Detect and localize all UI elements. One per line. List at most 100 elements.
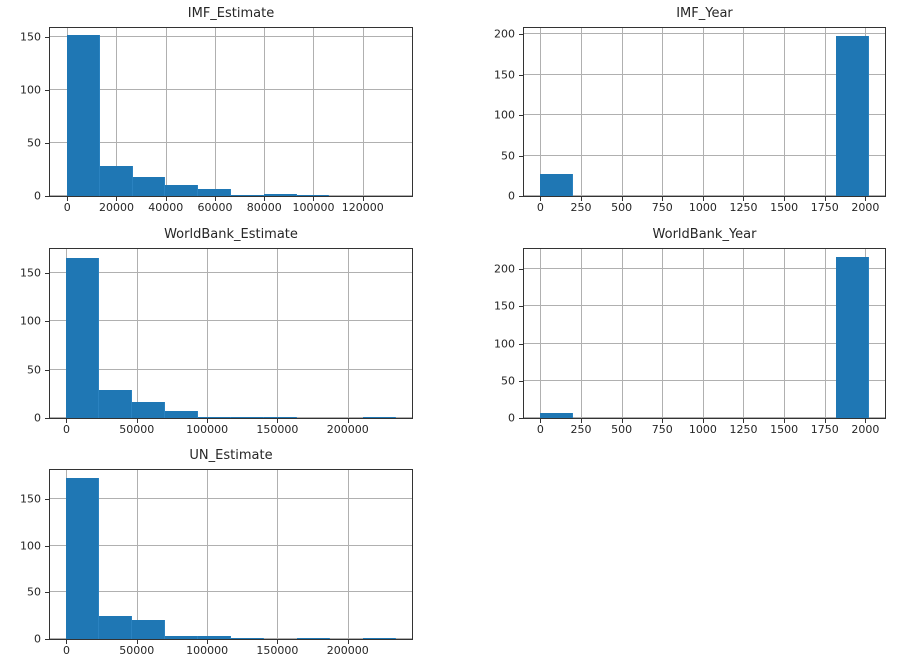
- histogram-bar: [231, 638, 264, 639]
- y-tick-label: 100: [20, 83, 41, 97]
- chart-title: IMF_Estimate: [187, 6, 275, 21]
- x-tick-label: 0: [536, 423, 544, 436]
- gridline-vertical: [702, 28, 704, 196]
- y-tick-mark: [45, 273, 49, 275]
- x-tick-mark: [277, 419, 279, 423]
- histogram-bar: [296, 638, 330, 639]
- gridline-vertical: [784, 249, 786, 418]
- y-tick-mark: [519, 380, 523, 382]
- gridline-vertical: [136, 470, 138, 639]
- y-tick-label: 200: [494, 27, 515, 41]
- gridline-horizontal: [524, 33, 885, 35]
- y-tick-label: 150: [494, 68, 515, 82]
- x-tick-mark: [347, 640, 349, 644]
- gridline-vertical: [662, 249, 664, 418]
- gridline-vertical: [165, 28, 167, 196]
- x-tick-label: 1250: [729, 201, 758, 214]
- y-tick-mark: [45, 545, 49, 547]
- gridline-horizontal: [50, 497, 412, 499]
- x-tick-label: 100000: [292, 201, 335, 214]
- x-tick-label: 1000: [688, 201, 717, 214]
- x-tick-mark: [824, 197, 826, 201]
- gridline-horizontal: [50, 272, 412, 274]
- gridline-vertical: [702, 249, 704, 418]
- y-tick-mark: [45, 639, 49, 640]
- histogram-bar: [362, 638, 396, 639]
- y-tick-mark: [519, 343, 523, 345]
- x-tick-label: 150000: [256, 644, 299, 657]
- gridline-horizontal: [524, 114, 885, 116]
- x-tick-label: 1250: [729, 423, 758, 436]
- histogram-bar: [263, 417, 297, 418]
- gridline-vertical: [743, 249, 745, 418]
- y-tick-label: 50: [27, 136, 41, 150]
- x-tick-mark: [662, 419, 664, 423]
- x-tick-label: 250: [570, 423, 592, 436]
- x-tick-label: 500: [611, 201, 633, 214]
- x-tick-label: 50000: [119, 644, 155, 657]
- gridline-horizontal: [50, 591, 412, 593]
- x-tick-label: 1750: [810, 201, 839, 214]
- x-tick-mark: [165, 197, 167, 201]
- gridline-horizontal: [50, 368, 412, 370]
- x-tick-label: 1000: [688, 423, 717, 436]
- gridline-vertical: [277, 249, 279, 418]
- x-tick-label: 60000: [197, 201, 233, 214]
- gridline-vertical: [347, 249, 349, 418]
- y-tick-label: 100: [20, 539, 41, 553]
- x-tick-mark: [702, 197, 704, 201]
- gridline-horizontal: [50, 35, 412, 37]
- gridline-vertical: [214, 28, 216, 196]
- gridline-vertical: [621, 28, 623, 196]
- gridline-horizontal: [50, 141, 412, 143]
- x-tick-mark: [865, 419, 867, 423]
- gridline-vertical: [540, 249, 542, 418]
- histogram-bar: [99, 166, 133, 196]
- plot-area: [523, 248, 886, 419]
- y-tick-label: 150: [494, 299, 515, 313]
- y-tick-mark: [45, 142, 49, 144]
- x-tick-label: 100000: [186, 423, 229, 436]
- gridline-vertical: [824, 28, 826, 196]
- gridline-vertical: [207, 470, 209, 639]
- y-tick-label: 0: [508, 411, 515, 425]
- x-tick-label: 1500: [770, 423, 799, 436]
- gridline-vertical: [784, 28, 786, 196]
- histogram-bar: [835, 257, 869, 418]
- y-tick-label: 0: [34, 411, 41, 425]
- y-tick-mark: [519, 418, 523, 419]
- x-tick-label: 1750: [810, 423, 839, 436]
- x-tick-label: 1500: [770, 201, 799, 214]
- chart-title: UN_Estimate: [189, 448, 273, 463]
- y-tick-label: 100: [494, 337, 515, 351]
- gridline-vertical: [313, 28, 315, 196]
- gridline-vertical: [581, 28, 583, 196]
- y-tick-mark: [45, 498, 49, 500]
- histogram-bar: [231, 417, 264, 418]
- x-tick-mark: [277, 640, 279, 644]
- y-tick-mark: [45, 592, 49, 594]
- x-tick-mark: [662, 197, 664, 201]
- y-tick-label: 150: [20, 30, 41, 43]
- histogram-bar: [67, 35, 100, 196]
- x-tick-label: 50000: [119, 423, 155, 436]
- gridline-vertical: [824, 249, 826, 418]
- gridline-vertical: [540, 28, 542, 196]
- histogram-bar: [132, 401, 166, 418]
- gridline-horizontal: [50, 544, 412, 546]
- x-tick-mark: [66, 419, 68, 423]
- x-tick-mark: [581, 197, 583, 201]
- y-tick-mark: [519, 115, 523, 117]
- x-tick-label: 0: [62, 423, 70, 436]
- x-tick-mark: [621, 419, 623, 423]
- histogram-bar: [99, 615, 133, 639]
- y-tick-label: 0: [508, 189, 515, 203]
- gridline-vertical: [264, 28, 266, 196]
- plot-area: [49, 248, 413, 419]
- gridline-horizontal: [524, 268, 885, 270]
- x-tick-mark: [743, 197, 745, 201]
- x-tick-mark: [865, 197, 867, 201]
- histogram-bar: [165, 411, 199, 418]
